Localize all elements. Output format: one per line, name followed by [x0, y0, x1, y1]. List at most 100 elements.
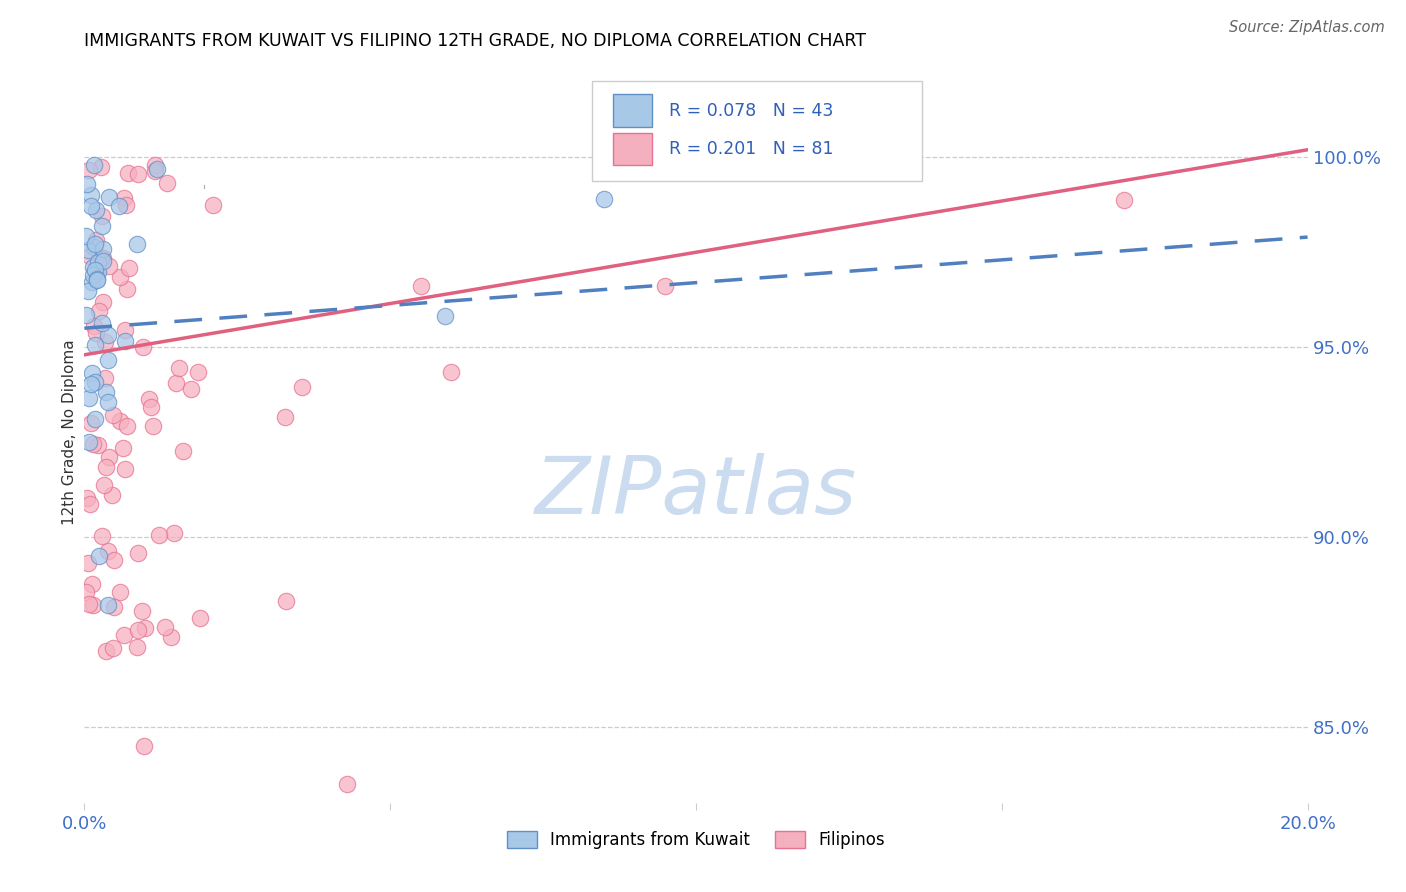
Point [83, 240, 105, 254]
Point [112, 441, 135, 455]
FancyBboxPatch shape [613, 133, 652, 165]
Point [82, 437, 104, 451]
Point [434, 309, 457, 323]
Point [79, 250, 101, 264]
Point [97, 327, 120, 342]
Point [82, 268, 104, 283]
Point [90, 160, 112, 174]
Point [83, 262, 105, 277]
Point [97, 394, 120, 409]
Point [98, 450, 121, 464]
Point [163, 526, 186, 541]
Point [101, 409, 124, 423]
Point [187, 365, 209, 379]
Point [91, 316, 114, 330]
Point [132, 739, 155, 753]
Point [654, 279, 676, 293]
Point [112, 628, 135, 642]
Point [167, 361, 190, 376]
Point [201, 198, 224, 212]
Point [139, 400, 162, 414]
Point [91, 209, 114, 223]
Point [86, 202, 108, 217]
Point [100, 488, 122, 502]
Point [84, 326, 107, 341]
Point [156, 176, 179, 190]
FancyBboxPatch shape [592, 81, 922, 181]
Point [291, 380, 314, 394]
Point [188, 611, 211, 625]
Point [87, 265, 110, 279]
Point [82, 260, 104, 275]
Point [77, 163, 100, 178]
Text: IMMIGRANTS FROM KUWAIT VS FILIPINO 12TH GRADE, NO DIPLOMA CORRELATION CHART: IMMIGRANTS FROM KUWAIT VS FILIPINO 12TH … [84, 32, 866, 50]
Point [84, 337, 107, 351]
Point [127, 623, 149, 637]
Point [115, 419, 138, 434]
Point [1114, 193, 1136, 207]
Point [148, 528, 170, 542]
Point [86, 273, 108, 287]
Point [134, 621, 156, 635]
Point [93, 334, 115, 349]
Point [131, 340, 153, 354]
Point [115, 282, 138, 296]
Point [143, 158, 166, 172]
Point [80, 187, 103, 202]
Point [110, 270, 132, 285]
Point [440, 365, 463, 379]
Point [274, 594, 297, 608]
Text: R = 0.078   N = 43: R = 0.078 N = 43 [669, 102, 834, 120]
Point [180, 382, 202, 396]
Point [83, 412, 105, 426]
Point [80, 376, 103, 391]
Point [94, 384, 117, 399]
Point [138, 392, 160, 406]
Point [114, 334, 136, 348]
Point [76, 491, 98, 506]
Point [108, 199, 131, 213]
Point [87, 254, 110, 268]
Point [83, 158, 105, 172]
Point [274, 410, 297, 425]
Point [83, 236, 105, 251]
Point [75, 584, 97, 599]
Point [77, 244, 100, 258]
Point [153, 620, 176, 634]
Point [94, 370, 117, 384]
Point [127, 237, 149, 252]
Point [110, 414, 132, 428]
Point [114, 461, 136, 475]
Point [90, 252, 112, 266]
Point [90, 219, 112, 233]
Point [80, 366, 103, 380]
Point [83, 319, 105, 334]
Point [336, 777, 359, 791]
Point [97, 190, 120, 204]
Point [114, 197, 136, 211]
Point [165, 376, 187, 390]
Point [91, 295, 114, 310]
Point [118, 260, 141, 275]
Point [94, 459, 117, 474]
Point [112, 191, 135, 205]
Point [409, 278, 432, 293]
Point [94, 644, 117, 658]
Point [86, 272, 108, 286]
Point [172, 444, 194, 458]
Point [82, 598, 104, 612]
Point [75, 309, 97, 323]
Point [87, 438, 110, 452]
Point [114, 323, 136, 337]
Point [93, 478, 115, 492]
Point [77, 392, 100, 406]
Point [75, 229, 97, 244]
Point [76, 178, 98, 192]
Point [97, 353, 120, 368]
Point [117, 165, 139, 179]
Text: R = 0.201   N = 81: R = 0.201 N = 81 [669, 140, 834, 158]
Point [79, 497, 101, 511]
Point [93, 252, 115, 266]
Point [97, 599, 120, 613]
Y-axis label: 12th Grade, No Diploma: 12th Grade, No Diploma [62, 340, 77, 525]
